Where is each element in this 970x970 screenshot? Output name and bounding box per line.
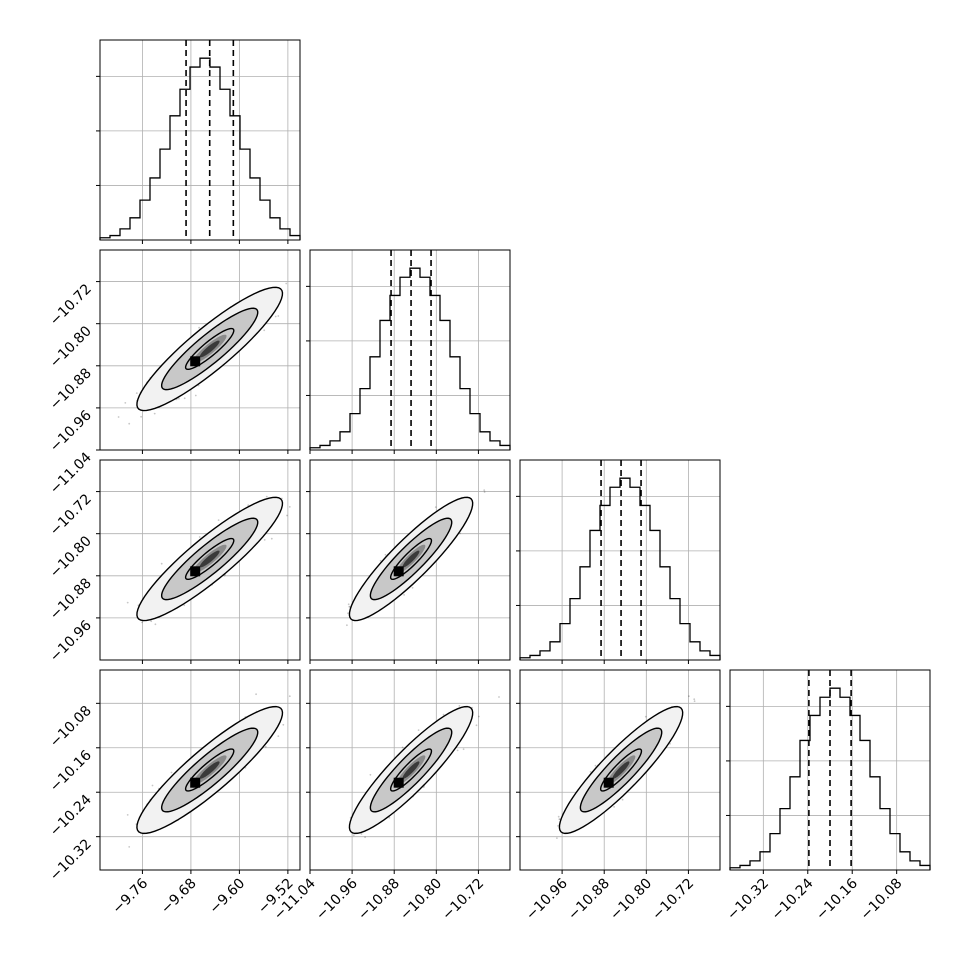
histogram-panel (519, 459, 721, 661)
histogram-outline (99, 57, 301, 240)
sample-point (483, 489, 486, 491)
sample-point (364, 836, 366, 839)
sample-point (403, 594, 405, 596)
sample-point (270, 537, 273, 540)
scatter-panel (309, 459, 511, 661)
histogram-panel (99, 39, 301, 241)
contour-line (369, 517, 453, 601)
contour-line (136, 286, 284, 412)
density-fill (199, 340, 220, 358)
sample-point (128, 846, 131, 848)
sample-point (255, 693, 257, 696)
density-peak (190, 356, 201, 367)
sample-point (183, 604, 186, 607)
contour-line (136, 496, 284, 622)
sample-point (462, 748, 465, 751)
sample-point (285, 282, 288, 285)
sample-point (411, 586, 414, 589)
density-fill (402, 550, 420, 568)
scatter-panel (99, 459, 301, 661)
sample-point (434, 506, 437, 508)
histogram-panel (309, 249, 511, 451)
sample-point (369, 773, 372, 776)
sample-point (379, 559, 382, 562)
sample-point (198, 326, 201, 329)
sample-point (263, 329, 266, 332)
sample-point (475, 724, 478, 727)
sample-point (178, 397, 180, 400)
contour-line (160, 517, 259, 601)
sample-point (483, 491, 486, 493)
sample-point (346, 624, 348, 627)
density-peak (190, 566, 201, 577)
scatter-panel (99, 669, 301, 871)
density-fill (199, 550, 220, 568)
sample-point (401, 746, 404, 749)
sample-point (264, 745, 267, 748)
sample-point (456, 749, 459, 752)
sample-point (347, 603, 350, 606)
sample-point (288, 695, 291, 698)
sample-point (352, 834, 355, 837)
sample-point (117, 416, 120, 418)
sample-point (263, 539, 266, 541)
sample-point (277, 315, 280, 317)
contour-line (389, 537, 433, 581)
density-peak (393, 566, 404, 577)
sample-point (194, 394, 197, 397)
sample-point (247, 504, 250, 507)
sample-point (154, 623, 157, 626)
contour-line (136, 705, 284, 835)
contour-line (348, 496, 474, 622)
sample-point (135, 392, 138, 394)
density-fill (199, 761, 220, 779)
sample-point (183, 397, 186, 400)
sample-point (442, 713, 445, 716)
sample-point (198, 536, 201, 538)
sample-point (170, 771, 173, 774)
sample-point (417, 729, 420, 731)
histogram-panel (729, 669, 931, 871)
sample-point (288, 506, 291, 508)
sample-point (347, 612, 349, 615)
sample-point (478, 715, 480, 718)
sample-point (498, 696, 500, 698)
sample-point (141, 621, 143, 624)
sample-point (286, 514, 288, 517)
sample-point (458, 705, 461, 707)
sample-point (160, 562, 163, 565)
contour-line (160, 727, 259, 813)
contour-line (184, 327, 235, 371)
contour-line (160, 307, 259, 391)
histogram-outline (519, 477, 721, 660)
sample-point (282, 723, 285, 726)
contour-line (184, 537, 235, 581)
sample-point (217, 519, 220, 521)
sample-point (126, 814, 129, 816)
sample-point (128, 422, 131, 425)
density-peak (190, 777, 201, 788)
sample-point (151, 784, 154, 787)
scatter-panel (99, 249, 301, 451)
sample-point (274, 315, 277, 318)
sample-point (388, 816, 391, 819)
sample-point (150, 620, 153, 623)
sample-point (277, 735, 280, 737)
sample-point (124, 402, 127, 404)
sample-point (126, 601, 129, 604)
contour-line (184, 748, 235, 792)
sample-point (384, 553, 387, 556)
sample-point (265, 495, 268, 498)
histogram-outline (309, 267, 511, 450)
sample-point (360, 833, 363, 835)
sample-point (140, 415, 143, 418)
sample-point (153, 412, 156, 415)
sample-point (348, 605, 351, 608)
